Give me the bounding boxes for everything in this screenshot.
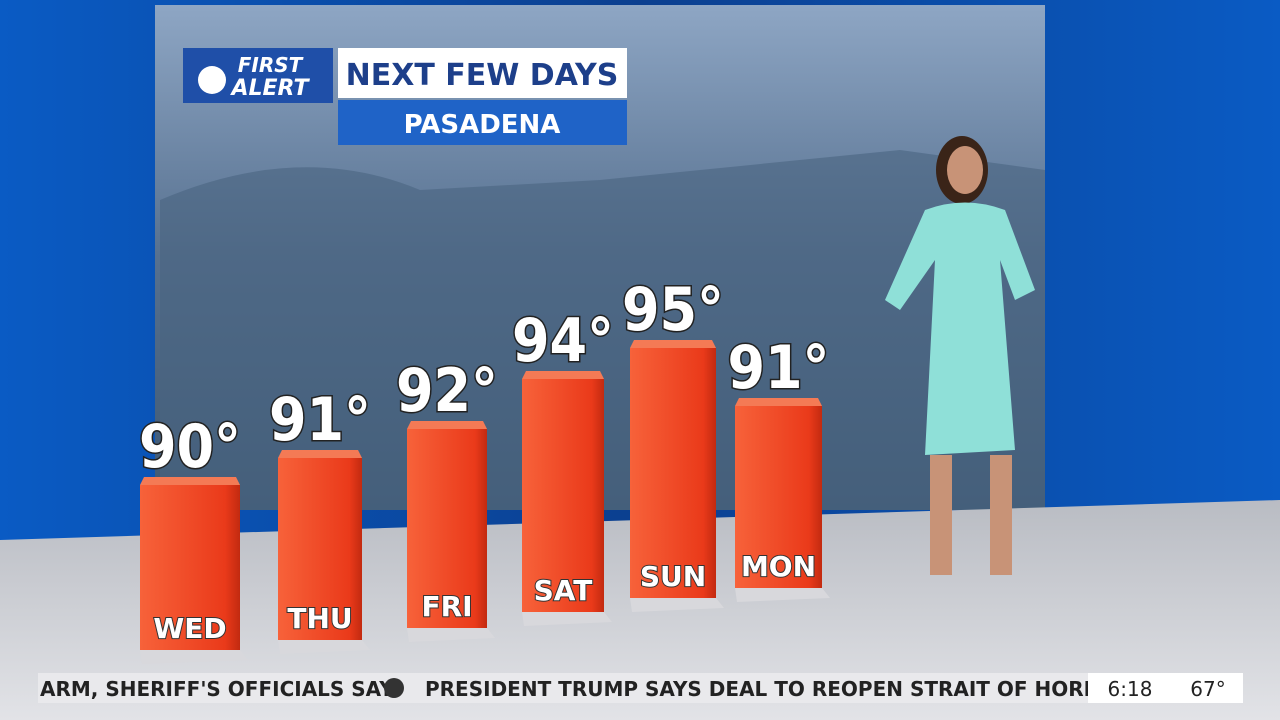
bar (278, 458, 362, 640)
bar-base (630, 598, 724, 612)
bar-top (140, 477, 240, 485)
temperature: 67° (1190, 677, 1225, 701)
value-label: 95° (622, 275, 724, 345)
value-label: 91° (727, 333, 829, 403)
bar (735, 406, 822, 588)
bar (522, 379, 604, 612)
bar-top (522, 371, 604, 379)
value-label: 90° (139, 412, 241, 482)
peacock-icon (198, 66, 226, 94)
value-label: 91° (269, 385, 371, 455)
ticker-logo (384, 678, 404, 698)
time: 6:18 (1108, 677, 1153, 701)
bar (140, 485, 240, 650)
title: NEXT FEW DAYS (346, 58, 619, 93)
presenter (885, 136, 1035, 575)
category-label: WED (153, 612, 226, 645)
location-box (338, 100, 627, 145)
city-skyline (160, 150, 1045, 510)
category-label: SUN (640, 560, 706, 593)
time-box (1088, 673, 1243, 703)
title-box (338, 48, 627, 98)
category-label: THU (287, 602, 352, 635)
category-label: SAT (534, 574, 593, 607)
value-label: 92° (396, 356, 498, 426)
bar-base (278, 640, 370, 654)
bar-top (630, 340, 716, 348)
category-label: MON (741, 550, 816, 583)
bar-top (278, 450, 362, 458)
bar-top (407, 421, 487, 429)
value-label: 94° (512, 306, 614, 376)
ticker-headline: PRESIDENT TRUMP SAYS DEAL TO REOPEN STRA… (425, 677, 1134, 701)
bar-base (522, 612, 612, 626)
logo-text: ALERT (229, 76, 310, 101)
bar-base (407, 628, 495, 642)
bar (407, 429, 487, 628)
ticker-bar (38, 673, 1088, 703)
bar-top (735, 398, 822, 406)
bar (630, 348, 716, 598)
location: PASADENA (404, 110, 561, 140)
logo-text: FIRST (238, 53, 304, 77)
bar-base (735, 588, 830, 602)
bar-base (140, 650, 248, 664)
ticker-headline: ARM, SHERIFF'S OFFICIALS SAY (40, 677, 394, 701)
category-label: FRI (421, 590, 472, 623)
